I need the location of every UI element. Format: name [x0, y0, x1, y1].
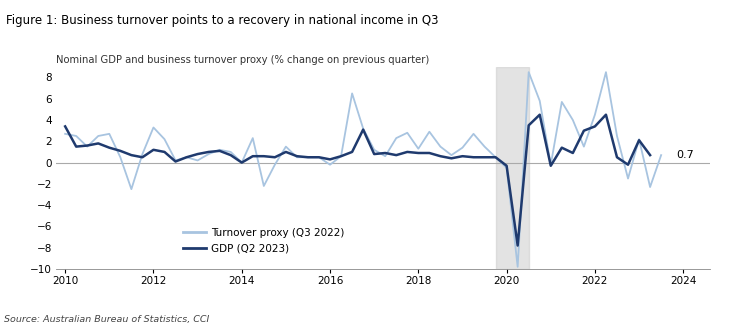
Text: Source: Australian Bureau of Statistics, CCI: Source: Australian Bureau of Statistics,… — [4, 315, 209, 324]
Bar — [496, 67, 529, 269]
Text: 0.7: 0.7 — [677, 150, 695, 160]
Text: Nominal GDP and business turnover proxy (% change on previous quarter): Nominal GDP and business turnover proxy … — [56, 55, 430, 65]
Legend: Turnover proxy (Q3 2022), GDP (Q2 2023): Turnover proxy (Q3 2022), GDP (Q2 2023) — [179, 224, 349, 258]
Text: Figure 1: Business turnover points to a recovery in national income in Q3: Figure 1: Business turnover points to a … — [6, 14, 439, 27]
